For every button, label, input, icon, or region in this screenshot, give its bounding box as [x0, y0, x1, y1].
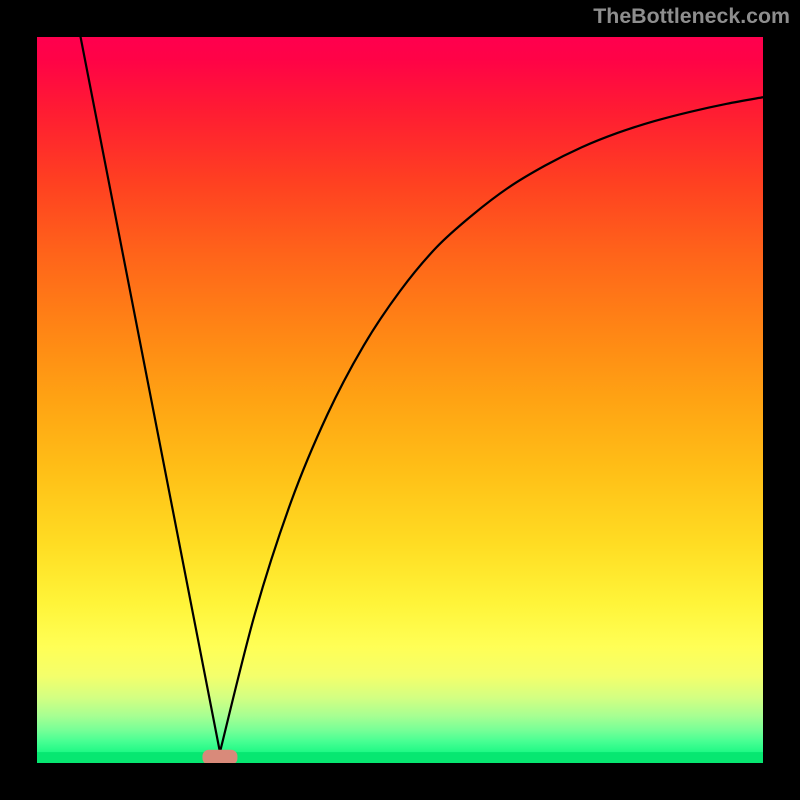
chart-container: TheBottleneck.com [0, 0, 800, 800]
gradient-background [37, 37, 763, 763]
plot-area [37, 37, 763, 764]
baseline-band [37, 752, 763, 763]
minimum-marker [203, 750, 237, 764]
bottleneck-chart [0, 0, 800, 800]
